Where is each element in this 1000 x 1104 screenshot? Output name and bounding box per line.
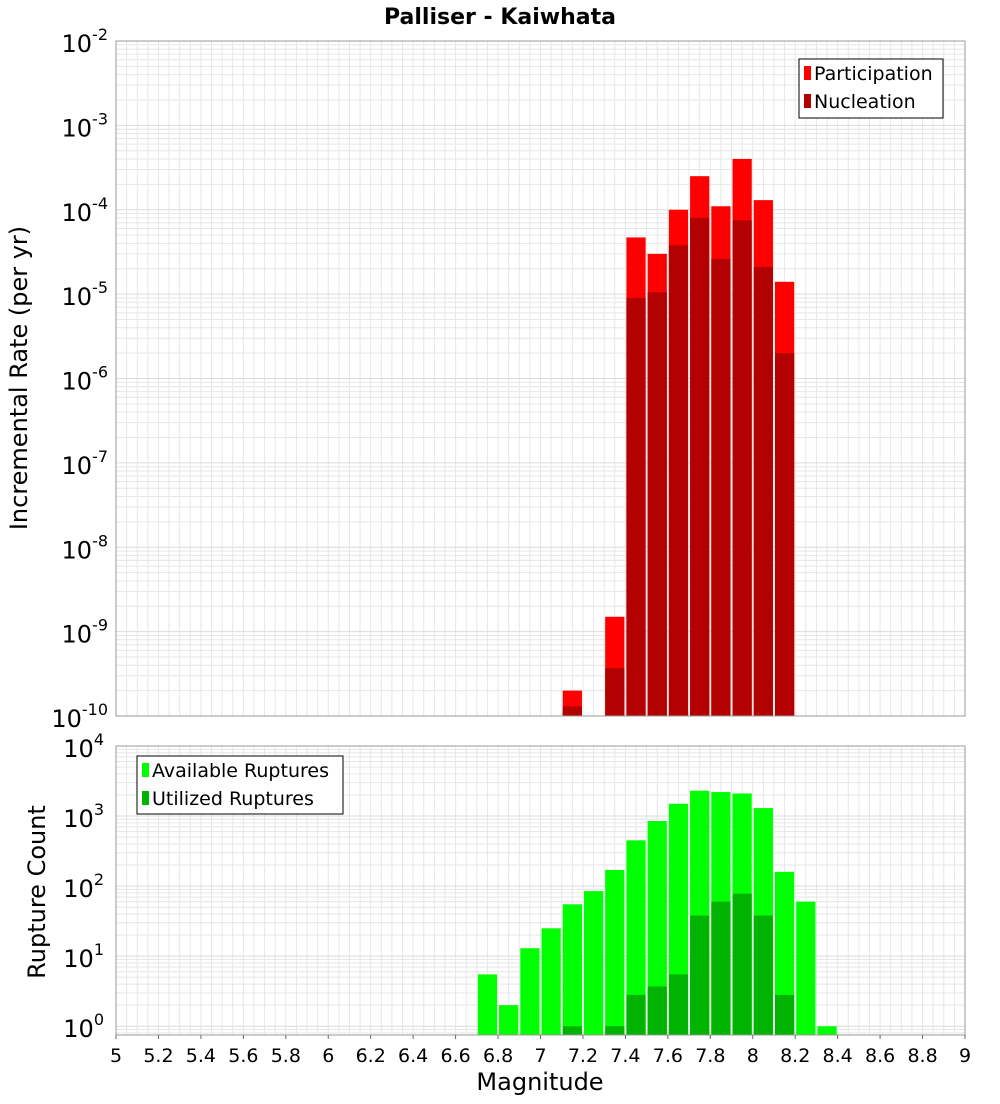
x-tick-label: 8.8 [907, 1045, 937, 1067]
legend-box [136, 755, 344, 815]
x-tick-label: 8.4 [823, 1045, 853, 1067]
x-tick-label: 7.6 [653, 1045, 683, 1067]
utilized-ruptures-bar [605, 1026, 625, 1035]
legend-swatch [804, 66, 811, 80]
x-tick-label: 8.2 [780, 1045, 810, 1067]
rupture-legend: Available Ruptures Utilized Ruptures [136, 755, 344, 815]
available-ruptures-bar [520, 948, 540, 1035]
rate-y-ticks: 10-10 10-9 10-8 10-7 10-6 10-5 10-4 10-3 10-2 [51, 25, 108, 733]
rate-plot-frame [115, 40, 966, 717]
y-tick-label: 104 [63, 730, 104, 763]
x-tick-label: 8.6 [865, 1045, 895, 1067]
y-tick-label: 103 [63, 800, 104, 833]
nucleation-bar [774, 353, 795, 716]
available-ruptures-bar [817, 1026, 837, 1035]
x-tick-label: 5.6 [228, 1045, 258, 1067]
utilized-ruptures-bar [668, 974, 689, 1035]
rate-y-axis-label: Incremental Rate (per yr) [5, 226, 33, 530]
available-ruptures-bar [583, 891, 604, 1035]
legend-swatch [142, 763, 149, 777]
nucleation-bar [711, 259, 731, 716]
utilized-ruptures-bar [711, 901, 731, 1035]
available-ruptures-bar [562, 904, 582, 1035]
nucleation-bar [690, 217, 710, 716]
x-tick-label: 7.4 [610, 1045, 640, 1067]
x-tick-label: 5.2 [143, 1045, 173, 1067]
utilized-ruptures-bar [626, 994, 646, 1035]
nucleation-bar [753, 266, 773, 716]
available-ruptures-bar [774, 871, 795, 1035]
x-tick-label: 6.2 [356, 1045, 386, 1067]
rupture-chart: 100 101 102 103 104 5 5.2 5.4 5.6 5.8 6 6.2 6.4 6.6 6… [23, 730, 971, 1096]
available-ruptures-bar [499, 1005, 519, 1035]
x-tick-label: 6.8 [483, 1045, 513, 1067]
y-tick-label: 10-5 [62, 278, 109, 311]
x-tick-label: 6 [322, 1045, 334, 1067]
rupture-bars [477, 790, 837, 1035]
x-tick-label: 6.4 [398, 1045, 428, 1067]
utilized-ruptures-bar [753, 915, 773, 1035]
legend-swatch [142, 791, 149, 805]
rate-bars [562, 158, 795, 717]
legend-swatch [804, 94, 811, 108]
nucleation-bar [562, 706, 582, 716]
utilized-ruptures-bar [647, 986, 667, 1035]
utilized-ruptures-bar [562, 1026, 582, 1035]
x-tick-label: 7.2 [568, 1045, 598, 1067]
available-ruptures-bar [647, 821, 667, 1035]
x-tick-label: 5 [110, 1045, 122, 1067]
utilized-ruptures-bar [774, 994, 795, 1035]
chart-title: Palliser - Kaiwhata [384, 5, 616, 30]
x-tick-label: 7 [534, 1045, 546, 1067]
legend-label: Participation [814, 63, 933, 85]
x-tick-label: 5.4 [186, 1045, 216, 1067]
x-tick-label: 5.8 [271, 1045, 301, 1067]
y-tick-label: 102 [63, 870, 104, 903]
x-tick-label: 6.6 [440, 1045, 470, 1067]
magnitude-x-ticks: 5 5.2 5.4 5.6 5.8 6 6.2 6.4 6.6 6.8 7 7.2 7.4 7.6 7.8 8… [110, 1035, 971, 1067]
x-tick-label: 9 [959, 1045, 971, 1067]
rate-legend: Participation Nucleation [798, 58, 944, 119]
legend-box [798, 58, 944, 119]
y-tick-label: 101 [63, 940, 104, 973]
y-tick-label: 10-10 [51, 700, 108, 733]
magnitude-x-axis-label: Magnitude [476, 1068, 603, 1096]
rupture-y-ticks: 100 101 102 103 104 [63, 730, 104, 1043]
utilized-ruptures-bar [732, 893, 752, 1035]
y-tick-label: 10-4 [62, 194, 109, 227]
rupture-y-axis-label: Rupture Count [23, 805, 51, 979]
nucleation-bar [647, 292, 667, 716]
utilized-ruptures-bar [690, 915, 710, 1035]
rate-grid [115, 40, 966, 717]
y-tick-label: 10-6 [62, 363, 109, 396]
x-tick-label: 8 [747, 1045, 759, 1067]
y-tick-label: 10-3 [62, 109, 109, 142]
available-ruptures-bar [796, 901, 816, 1035]
legend-label: Available Ruptures [152, 760, 329, 782]
x-tick-label: 7.8 [695, 1045, 725, 1067]
available-ruptures-bar [541, 928, 561, 1035]
y-tick-label: 10-9 [62, 616, 109, 649]
nucleation-bar [626, 297, 646, 716]
y-tick-label: 10-7 [62, 447, 109, 480]
y-tick-label: 10-2 [62, 25, 109, 58]
y-tick-label: 10-8 [62, 531, 109, 564]
nucleation-bar [668, 245, 689, 717]
legend-label: Nucleation [814, 91, 916, 113]
y-tick-label: 100 [63, 1010, 104, 1043]
rate-chart: 10-10 10-9 10-8 10-7 10-6 10-5 10-4 10-3 10-2 In… [5, 25, 966, 733]
available-ruptures-bar [626, 840, 646, 1035]
available-ruptures-bar [605, 869, 625, 1035]
nucleation-bar [605, 668, 625, 716]
nucleation-bar [732, 220, 752, 717]
available-ruptures-bar [477, 974, 498, 1035]
legend-label: Utilized Ruptures [152, 788, 314, 810]
